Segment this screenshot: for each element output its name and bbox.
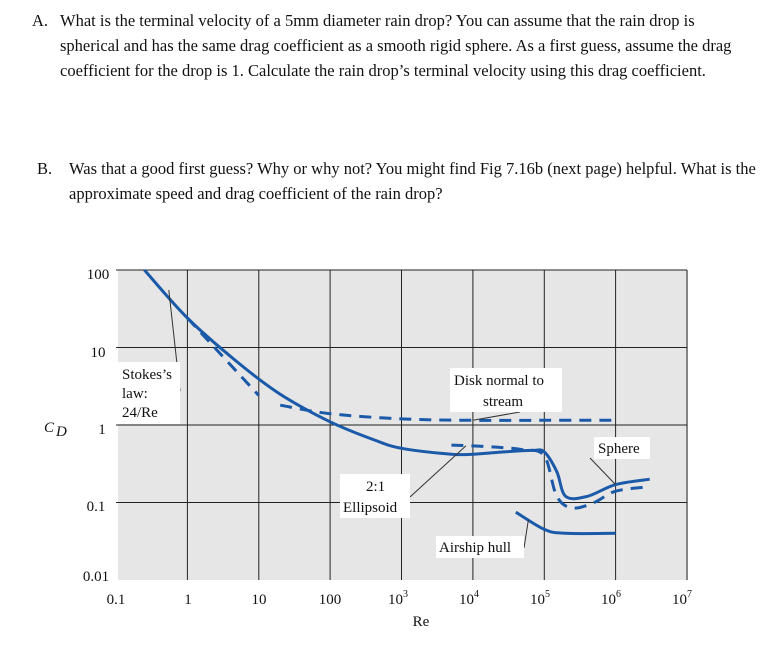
- question-a: A. What is the terminal velocity of a 5m…: [32, 8, 752, 83]
- question-a-text: What is the terminal velocity of a 5mm d…: [60, 11, 732, 80]
- x-tick-label: 100: [319, 592, 342, 608]
- question-b: B. Was that a good first guess? Why or w…: [37, 156, 757, 206]
- disk-label-line2: stream: [483, 394, 523, 410]
- leader-line: [472, 411, 521, 421]
- ellipsoid-label-line2: Ellipsoid: [343, 500, 398, 516]
- x-tick-label: 10: [252, 592, 267, 608]
- leader-line: [589, 457, 616, 485]
- y-tick-label: 100: [87, 267, 110, 283]
- question-a-marker: A.: [32, 11, 49, 30]
- x-tick-label: 103: [388, 589, 408, 608]
- disk-label-line1: Disk normal to: [454, 373, 544, 389]
- airship-label-bg: [436, 536, 524, 558]
- stokes-label-line2: law:: [122, 386, 148, 402]
- x-tick-label: 104: [459, 589, 479, 608]
- x-tick-label: 0.1: [107, 592, 126, 608]
- series-line-disk-normal-to-stream: [279, 403, 616, 422]
- sphere-label-bg: [594, 437, 650, 459]
- question-b-text: Was that a good first guess? Why or why …: [69, 159, 756, 203]
- y-axis-title-sub: D: [55, 424, 67, 440]
- ellipsoid-label-bg: [340, 474, 410, 518]
- y-tick-label: 0.01: [83, 569, 109, 585]
- airship-label: Airship hull: [439, 540, 511, 556]
- x-tick-label: 106: [601, 589, 621, 608]
- leader-line: [409, 445, 467, 498]
- y-axis-title: C D: [44, 420, 67, 440]
- stokes-label-line1: Stokes’s: [122, 367, 172, 383]
- x-tick-label: 1: [184, 592, 192, 608]
- sphere-label: Sphere: [598, 441, 640, 457]
- stokes-label-bg: [118, 362, 180, 424]
- x-tick-label: 107: [672, 589, 692, 608]
- x-tick-label: 105: [530, 589, 550, 608]
- y-tick-label: 0.1: [87, 499, 106, 515]
- y-tick-label: 1: [98, 422, 106, 438]
- y-tick-label: 10: [91, 345, 106, 361]
- series-line-sphere: [143, 268, 650, 501]
- y-axis-title-main: C: [44, 420, 55, 436]
- x-axis-title: Re: [413, 614, 430, 630]
- question-b-marker: B.: [37, 159, 53, 178]
- disk-label-bg: [450, 368, 562, 412]
- leader-line: [523, 519, 529, 549]
- stokes-label-line3: 24/Re: [122, 405, 158, 421]
- ellipsoid-label-line1: 2:1: [366, 479, 385, 495]
